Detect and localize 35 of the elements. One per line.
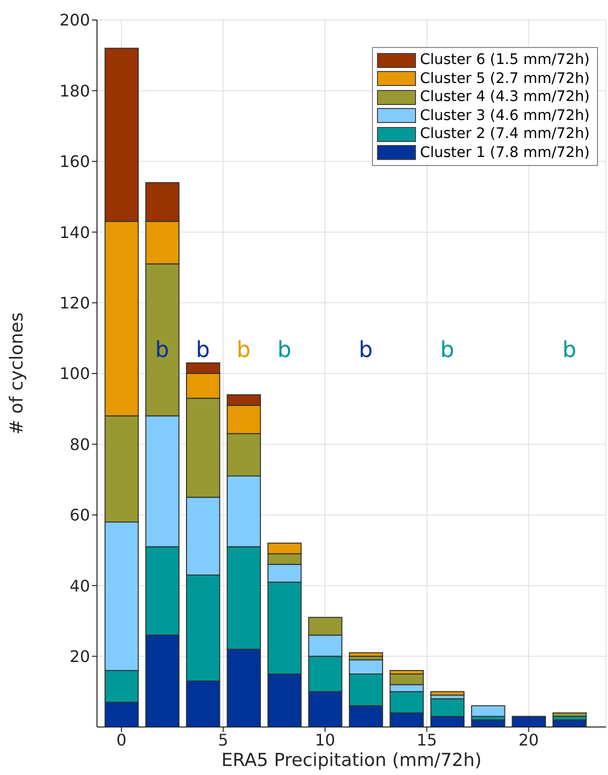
- legend-label: Cluster 6 (1.5 mm/72h): [420, 52, 590, 68]
- y-tick-label: 120: [59, 293, 90, 312]
- y-tick-label: 80: [70, 434, 90, 454]
- legend-label: Cluster 4 (4.3 mm/72h): [420, 89, 590, 106]
- y-tick-label: 60: [70, 506, 90, 525]
- x-tick-label: 0: [116, 730, 127, 750]
- bar: [552, 712, 587, 717]
- y-tick-label: 200: [59, 10, 90, 30]
- bar: [430, 691, 465, 696]
- annotation: b: [236, 338, 252, 364]
- annotation: b: [561, 338, 578, 364]
- annotation: b: [194, 338, 211, 364]
- y-tick-label: 140: [59, 222, 90, 242]
- bar: [348, 652, 384, 657]
- y-tick-label: 20: [70, 646, 90, 666]
- legend-label: Cluster 2 (7.4 mm/72h): [420, 126, 590, 142]
- bar: [512, 716, 546, 727]
- x-tick-label: 20: [518, 730, 539, 750]
- annotation: b: [154, 338, 170, 364]
- x-tick-label: 5: [218, 730, 228, 750]
- x-tick-label: 15: [416, 730, 438, 750]
- x-axis-title: ERA5 Precipitation (mm/72h): [221, 750, 482, 771]
- bar: [471, 705, 506, 717]
- y-tick-label: 100: [59, 364, 90, 384]
- y-axis-title: # of cyclones: [6, 312, 28, 435]
- y-tick-label: 40: [70, 576, 90, 596]
- annotation: b: [276, 338, 292, 364]
- legend-label: Cluster 1 (7.8 mm/72h): [420, 144, 590, 161]
- x-tick-label: 10: [314, 730, 336, 750]
- annotation: b: [358, 338, 374, 364]
- legend-label: Cluster 3 (4.6 mm/72h): [420, 108, 590, 124]
- annotation: b: [439, 338, 456, 364]
- y-tick-label: 180: [59, 81, 90, 100]
- legend-label: Cluster 5 (2.7 mm/72h): [420, 70, 590, 87]
- y-tick-label: 160: [59, 152, 90, 172]
